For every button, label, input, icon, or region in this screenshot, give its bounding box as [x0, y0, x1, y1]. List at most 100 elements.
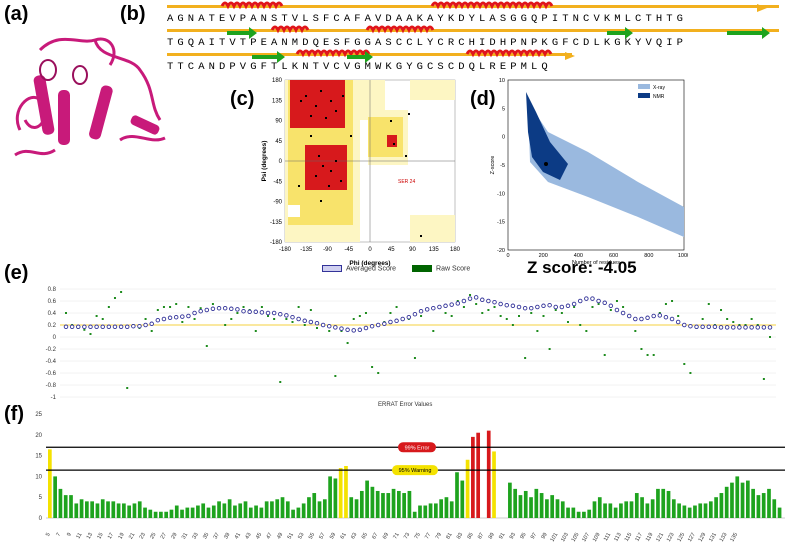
avg-score-point [94, 324, 99, 330]
x-tick-label: 129 [698, 532, 708, 543]
avg-score-point [265, 310, 271, 316]
avg-score-point [406, 314, 412, 320]
avg-score-point [412, 311, 418, 317]
avg-score-point [541, 303, 546, 309]
raw-score-point [554, 309, 557, 311]
x-tick-label: 71 [392, 532, 400, 540]
avg-score-point [241, 308, 246, 314]
avg-score-point [553, 304, 558, 310]
avg-score-point [259, 310, 265, 315]
raw-score-point [622, 306, 625, 308]
residue-point [408, 113, 410, 115]
avg-score-point [400, 316, 405, 322]
strand-arrow [347, 51, 373, 63]
x-tick-label: 135 [429, 247, 440, 253]
avg-score-point [486, 298, 491, 304]
residue-point [330, 170, 332, 172]
errat-bar [333, 478, 338, 518]
residue-point [320, 200, 322, 202]
residue-point [390, 120, 392, 122]
y-tick-label: 0 [39, 516, 43, 522]
raw-score-point [199, 307, 202, 310]
raw-score-point [646, 354, 649, 356]
x-tick-label: 0 [368, 247, 372, 253]
avg-score-point [431, 305, 436, 311]
y-tick-label: -0.4 [46, 359, 57, 365]
avg-score-point [88, 324, 93, 330]
residue-point [320, 90, 322, 92]
errat-bar [132, 503, 137, 518]
errat-bar [264, 501, 269, 518]
raw-score-point [701, 318, 704, 320]
legend-xray-label: X-ray [653, 85, 665, 91]
errat-bar [619, 503, 623, 518]
x-tick-label: 119 [645, 532, 655, 543]
y-tick-label: -180 [270, 240, 283, 246]
raw-score-point [756, 324, 759, 326]
x-tick-label: 47 [266, 532, 274, 540]
x-tick-label: 133 [719, 532, 729, 543]
raw-score-point [187, 306, 190, 308]
residue-point [322, 165, 324, 167]
x-tick-label: 85 [466, 532, 474, 540]
avg-score-point [284, 313, 289, 318]
residue-point [328, 185, 330, 187]
errat-bar [677, 503, 681, 518]
x-tick-label: 121 [655, 532, 665, 543]
turn-arrow [565, 52, 575, 60]
raw-score-point [413, 357, 416, 359]
errat-bar [582, 511, 586, 518]
raw-score-point [432, 330, 435, 332]
x-tick-label: 81 [445, 532, 453, 540]
verify3d-legend: Averaged Score Raw Score [322, 265, 470, 272]
avg-score-point [639, 316, 644, 322]
errat-bar [391, 488, 396, 518]
raw-score-point [511, 324, 514, 326]
x-tick-label: 93 [509, 532, 517, 540]
avg-score-point [63, 324, 69, 330]
y-tick-label: -15 [497, 220, 505, 226]
warning-label: 95% Warning [399, 468, 432, 474]
avg-score-point [149, 321, 154, 327]
prosa-zscore-plot: X-ray NMR 0 200 400 600 800 1000 10 5 0 -5 -10 -15… [490, 78, 688, 266]
raw-score-point [175, 303, 178, 305]
z-score-value: Z score: -4.05 [527, 258, 637, 277]
verify3d-chart: 0.8 0.6 0.4 0.2 0 -0.2 -0.4 -0.6 -0.8 -1 [46, 287, 776, 400]
errat-bar [63, 495, 68, 518]
errat-bar [211, 505, 216, 518]
avg-score-point [124, 324, 130, 330]
x-tick-label: 69 [382, 532, 390, 540]
errat-bar [375, 490, 380, 518]
avg-score-point [339, 326, 344, 331]
errat-bar [645, 503, 650, 518]
raw-score-point [107, 306, 110, 308]
y-tick-label: 5 [39, 495, 43, 501]
avg-score-point [675, 319, 681, 325]
x-tick-label: 61 [340, 532, 348, 540]
raw-score-point [579, 324, 582, 326]
raw-score-point [689, 372, 692, 374]
sequence-row-2: TGQAITVTPEANMDQESFGGASCCLYCRCHIDHPNPKGFC… [167, 27, 782, 51]
raw-score-point [652, 354, 655, 356]
errat-bar [634, 493, 639, 518]
y-tick-label: 45 [275, 139, 282, 145]
raw-score-point [469, 294, 472, 296]
warning-label-badge: 95% Warning [392, 465, 438, 476]
errat-bar [58, 488, 63, 518]
x-tick-label: 123 [666, 532, 676, 543]
residue-point [335, 110, 337, 112]
residue-point [310, 115, 312, 117]
y-tick-label: -45 [273, 179, 282, 185]
errat-bar [523, 490, 528, 518]
errat-bar [381, 493, 385, 518]
avg-score-point [229, 306, 234, 312]
y-tick-label: -0.6 [46, 371, 57, 377]
raw-score-point [162, 306, 165, 308]
avg-score-point [216, 305, 222, 311]
avg-score-point [394, 318, 399, 324]
errat-bar [518, 495, 523, 518]
x-tick-label: 73 [403, 532, 411, 540]
x-tick-label: 31 [181, 532, 189, 540]
errat-bar [206, 507, 211, 518]
errat-bar [396, 490, 401, 518]
